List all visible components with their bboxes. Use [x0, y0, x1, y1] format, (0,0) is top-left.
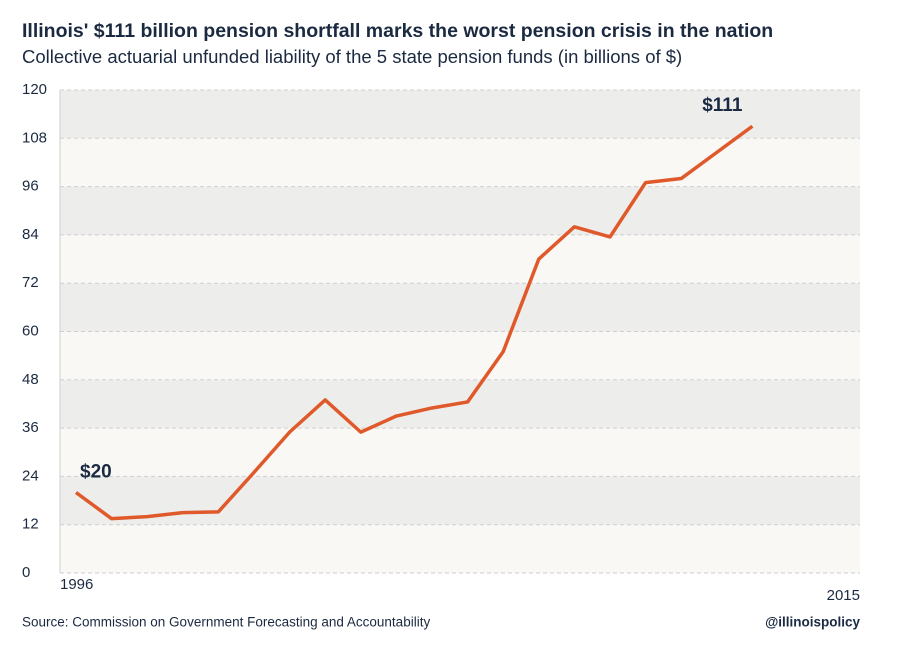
y-tick-label: 96: [22, 178, 39, 195]
source: Source: Commission on Government Forecas…: [22, 615, 430, 630]
band: [60, 331, 860, 380]
x-tick-label: 1996: [60, 576, 93, 593]
y-tick-label: 108: [22, 129, 47, 146]
y-tick-label: 0: [22, 564, 30, 581]
band: [60, 138, 860, 187]
value-label: $20: [80, 462, 112, 483]
credit: @illinoispolicy: [765, 615, 860, 630]
band: [60, 428, 860, 477]
y-tick-label: 12: [22, 516, 39, 533]
y-tick-label: 24: [22, 467, 39, 484]
y-tick-label: 72: [22, 274, 39, 291]
chart-subtitle: Collective actuarial unfunded liability …: [22, 46, 682, 67]
band: [60, 234, 860, 284]
chart-title: Illinois' $111 billion pension shortfall…: [22, 20, 773, 42]
band: [60, 90, 860, 139]
value-label: $111: [702, 95, 743, 116]
y-tick-label: 48: [22, 371, 39, 388]
band: [60, 186, 860, 235]
band: [60, 476, 860, 525]
y-tick-label: 60: [22, 322, 39, 339]
y-tick-label: 84: [22, 226, 39, 243]
band: [60, 524, 860, 573]
y-tick-label: 120: [22, 81, 47, 98]
data-line: [74, 124, 754, 521]
x-tick-label: 2015: [827, 587, 860, 604]
y-tick-label: 36: [22, 419, 39, 436]
band: [60, 283, 860, 332]
